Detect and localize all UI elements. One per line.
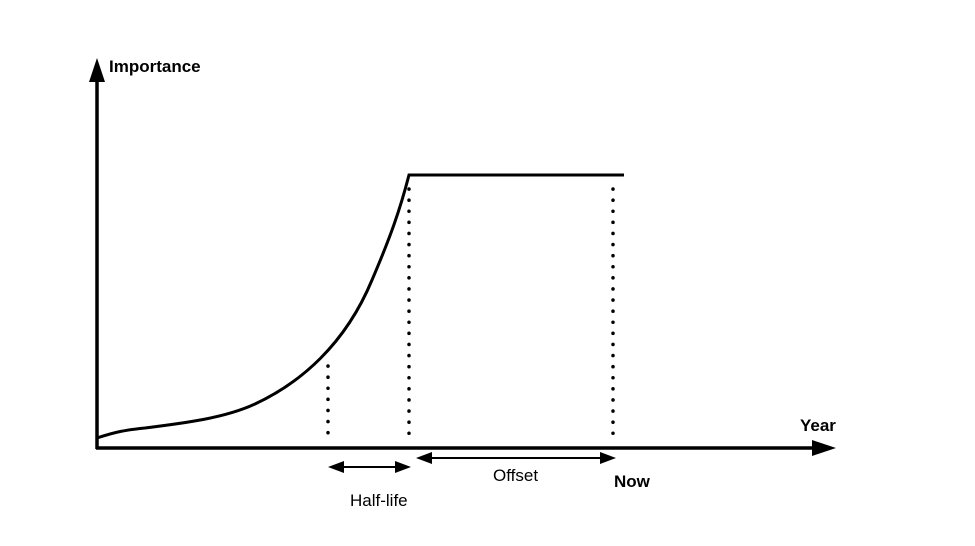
- offset-label: Offset: [493, 466, 538, 485]
- half-life-label: Half-life: [350, 491, 408, 510]
- offset-arrow-left-head: [416, 452, 432, 464]
- half-life-arrow-right-head: [395, 461, 411, 473]
- offset-arrow-right-head: [600, 452, 616, 464]
- now-label: Now: [614, 472, 651, 491]
- x-axis-arrowhead: [812, 440, 836, 456]
- y-axis-label: Importance: [109, 57, 201, 76]
- importance-curve: [96, 173, 624, 440]
- x-axis-label: Year: [800, 416, 836, 435]
- half-life-arrow-left-head: [328, 461, 344, 473]
- y-axis-arrowhead: [89, 58, 105, 82]
